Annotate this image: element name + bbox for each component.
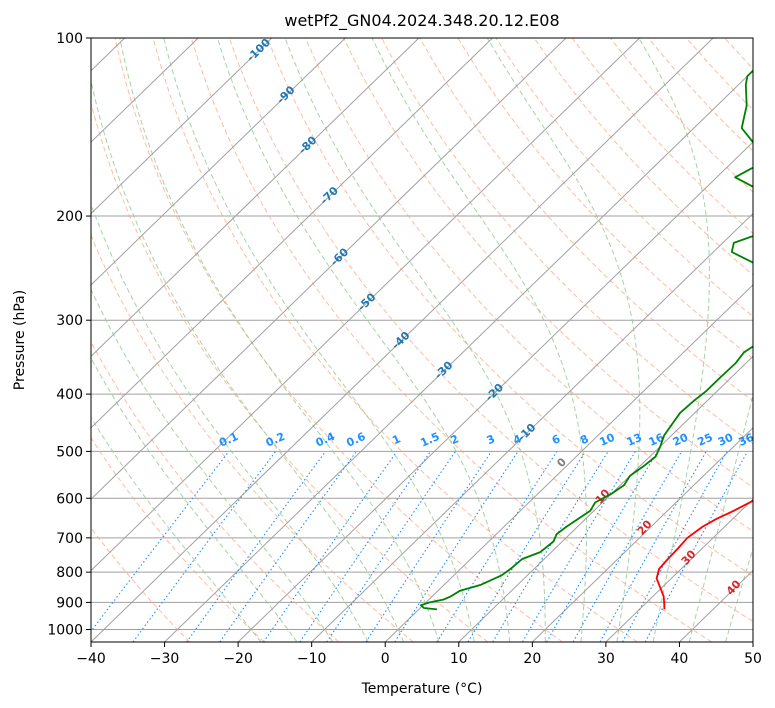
y-tick-label: 400 bbox=[56, 387, 83, 403]
x-tick-label: −30 bbox=[150, 651, 180, 667]
moist-adiabat bbox=[119, 38, 440, 642]
isotherm bbox=[237, 141, 753, 642]
isotherm bbox=[91, 38, 493, 429]
isotherm bbox=[531, 427, 753, 642]
mixing-ratio-line bbox=[394, 451, 519, 642]
y-tick-label: 600 bbox=[56, 491, 83, 507]
mixing-ratio-label: 30 bbox=[716, 431, 736, 449]
x-tick-label: 20 bbox=[523, 651, 541, 667]
isotherm bbox=[91, 38, 714, 642]
moist-adiabats bbox=[91, 38, 753, 642]
y-tick-label: 500 bbox=[56, 444, 83, 460]
moist-adiabat bbox=[486, 38, 641, 642]
dry-adiabat bbox=[114, 38, 563, 642]
x-tick-label: 30 bbox=[597, 651, 615, 667]
mixing-ratio-line bbox=[572, 451, 683, 642]
mixing-ratio-line bbox=[219, 451, 357, 642]
mixing-ratio-label: 10 bbox=[597, 431, 617, 449]
moist-adiabat bbox=[688, 392, 753, 642]
x-tick-label: −10 bbox=[297, 651, 327, 667]
isotherm bbox=[91, 38, 567, 500]
dry-adiabat bbox=[305, 38, 753, 532]
x-tick-label: 40 bbox=[671, 651, 689, 667]
mixing-ratio-line bbox=[599, 451, 707, 642]
dry-adiabat bbox=[91, 526, 191, 642]
y-tick-label: 1000 bbox=[47, 622, 83, 638]
isotherm bbox=[91, 38, 420, 358]
x-tick-label: 0 bbox=[381, 651, 390, 667]
y-tick-label: 900 bbox=[56, 595, 83, 611]
y-tick-label: 100 bbox=[56, 31, 83, 47]
mixing-ratio-label: 36 bbox=[737, 431, 757, 449]
mixing-ratio-line bbox=[132, 451, 277, 642]
dry-adiabat bbox=[91, 341, 340, 642]
dry-adiabat bbox=[91, 436, 265, 642]
isotherm bbox=[164, 69, 753, 642]
moist-adiabat bbox=[91, 357, 298, 642]
moist-adiabat bbox=[91, 288, 334, 642]
mixing-ratio-line bbox=[186, 451, 327, 642]
isotherm bbox=[91, 38, 273, 215]
mixing-ratio-label: 20 bbox=[671, 431, 691, 449]
temperature-trace bbox=[655, 499, 753, 610]
isotherm bbox=[91, 38, 199, 143]
x-tick-label: 50 bbox=[744, 651, 762, 667]
isotherm bbox=[91, 38, 346, 286]
isotherm bbox=[458, 355, 753, 642]
y-axis-label: Pressure (hPa) bbox=[12, 290, 28, 390]
mixing-ratio-line bbox=[299, 451, 432, 642]
chart-title: wetPf2_GN04.2024.348.20.12.E08 bbox=[284, 11, 559, 31]
isotherm bbox=[311, 212, 753, 642]
mixing-ratio-label: 25 bbox=[695, 431, 714, 449]
y-tick-label: 300 bbox=[56, 313, 83, 329]
dry-adiabat bbox=[228, 38, 753, 622]
x-tick-label: −20 bbox=[223, 651, 253, 667]
moist-adiabat bbox=[638, 38, 710, 642]
y-tick-label: 700 bbox=[56, 531, 83, 547]
isotherms bbox=[91, 38, 753, 642]
x-axis-label: Temperature (°C) bbox=[361, 681, 483, 697]
dry-adiabat bbox=[419, 38, 753, 402]
mixing-ratio-line bbox=[263, 451, 398, 642]
isotherm bbox=[605, 498, 753, 642]
plot-frame bbox=[90, 37, 754, 643]
y-tick-label: 200 bbox=[56, 209, 83, 225]
mixing-ratio-line bbox=[365, 451, 492, 642]
dry-adiabat bbox=[495, 38, 753, 318]
isotherm bbox=[91, 38, 640, 572]
mixing-ratio-line bbox=[91, 451, 230, 633]
mixing-ratio-line bbox=[326, 451, 456, 642]
moist-adiabat bbox=[725, 546, 753, 642]
dry-adiabat bbox=[343, 38, 753, 488]
mixing-ratio-line bbox=[467, 451, 586, 642]
moist-adiabat bbox=[91, 202, 369, 642]
mixing-ratio-label: 13 bbox=[625, 431, 644, 449]
x-tick-label: −40 bbox=[76, 651, 106, 667]
isotherm bbox=[384, 284, 753, 642]
moist-adiabat bbox=[163, 38, 475, 642]
moist-adiabat bbox=[91, 78, 405, 642]
axes: −40 −30 −20 −10 0 10 20 30 40 50 100 200 300 400 500 60… bbox=[47, 31, 762, 667]
x-tick-label: 10 bbox=[450, 651, 468, 667]
y-tick-label: 800 bbox=[56, 565, 83, 581]
dry-adiabat bbox=[152, 38, 638, 642]
moist-adiabat bbox=[284, 38, 546, 642]
moist-adiabat bbox=[217, 38, 511, 642]
mixing-ratio-line bbox=[644, 451, 748, 642]
dry-adiabat bbox=[266, 38, 753, 577]
dry-adiabat bbox=[91, 101, 489, 642]
